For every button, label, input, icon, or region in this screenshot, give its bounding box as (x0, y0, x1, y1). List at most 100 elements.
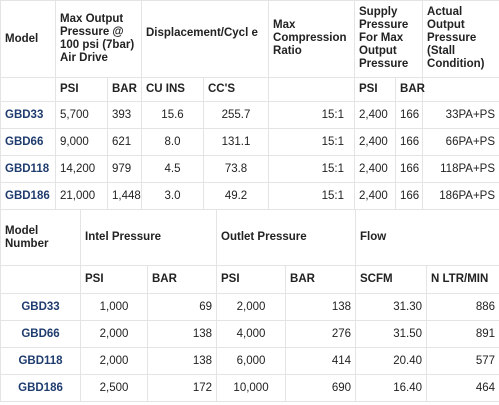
nltr-cell: 891 (426, 320, 499, 348)
inlet-psi-cell: 2,500 (80, 374, 148, 402)
model-cell: GBD66 (0, 128, 56, 156)
table-row: GBD186 21,000 1,448 3.0 49.2 15:1 2,400 … (0, 182, 499, 210)
inlet-bar-cell: 172 (146, 374, 218, 402)
outlet-psi-cell: 6,000 (216, 347, 287, 375)
ratio-cell: 15:1 (268, 128, 356, 156)
cu-ins-cell: 3.0 (141, 182, 204, 210)
model-cell: GBD118 (0, 347, 81, 375)
model-header: Model (0, 0, 56, 78)
cu-ins-cell: 4.5 (141, 155, 204, 183)
header-row: Model Number Intel Pressure Outlet Press… (0, 209, 499, 266)
actual-cell: 33PA+PS (422, 101, 499, 129)
supply-bar-cell: 166 (395, 101, 424, 129)
scfm-cell: 20.40 (355, 347, 428, 375)
psi-cell: 14,200 (55, 155, 108, 183)
flow-spec-table: Model Number Intel Pressure Outlet Press… (0, 209, 499, 402)
inlet-psi-cell: 2,000 (80, 320, 148, 348)
subheader-inlet-psi: PSI (80, 265, 148, 294)
supply-psi-cell: 2,400 (354, 101, 397, 129)
actual-header: Actual Output Pressure (Stall Condition) (422, 0, 499, 78)
inlet-bar-cell: 69 (146, 293, 218, 321)
supply-psi-cell: 2,400 (354, 182, 397, 210)
supply-psi-cell: 2,400 (354, 128, 397, 156)
actual-cell: 118PA+PS (422, 155, 499, 183)
cu-ins-cell: 8.0 (141, 128, 204, 156)
bar-cell: 621 (107, 128, 142, 156)
ratio-cell: 15:1 (268, 155, 356, 183)
supply-bar-cell: 166 (395, 182, 424, 210)
nltr-cell: 464 (426, 374, 499, 402)
bar-cell: 979 (107, 155, 142, 183)
inlet-pressure-header: Intel Pressure (79, 209, 218, 266)
ratio-cell: 15:1 (268, 101, 356, 129)
table-row: GBD186 2,500 172 10,000 690 16.40 464 (0, 374, 499, 402)
nltr-cell: 886 (426, 293, 499, 321)
ccs-cell: 73.8 (202, 155, 270, 183)
supply-bar-cell: 166 (395, 128, 424, 156)
supply-bar-cell: 166 (395, 155, 424, 183)
supply-header: Supply Pressure For Max Output Pressure (354, 0, 424, 78)
outlet-psi-cell: 2,000 (216, 293, 287, 321)
subheader-scfm: SCFM (355, 265, 428, 294)
subheader-ccs: CC'S (202, 77, 270, 102)
table-row: GBD66 9,000 621 8.0 131.1 15:1 2,400 166… (0, 128, 499, 156)
cu-ins-cell: 15.6 (141, 101, 204, 129)
outlet-bar-cell: 690 (285, 374, 357, 402)
subheader-bar: BAR (107, 77, 142, 102)
empty-cell (0, 77, 56, 102)
flow-header: Flow (355, 209, 499, 266)
outlet-bar-cell: 276 (285, 320, 357, 348)
ccs-cell: 131.1 (202, 128, 270, 156)
subheader-supply-bar: BAR (395, 77, 425, 102)
empty-cell (422, 77, 499, 102)
subheader-cu-ins: CU INS (141, 77, 204, 102)
bar-cell: 393 (107, 101, 142, 129)
subheader-row: PSI BAR PSI BAR SCFM N LTR/MIN (0, 265, 499, 294)
psi-cell: 9,000 (55, 128, 108, 156)
model-cell: GBD66 (0, 320, 81, 348)
model-cell: GBD118 (0, 155, 56, 183)
subheader-outlet-psi: PSI (216, 265, 287, 294)
pump-spec-table: Model Max Output Pressure @ 100 psi (7ba… (0, 0, 499, 210)
subheader-row: PSI BAR CU INS CC'S PSI BAR (0, 77, 499, 102)
displacement-header: Displacement/Cycl e (140, 0, 270, 78)
outlet-bar-cell: 138 (285, 293, 357, 321)
subheader-outlet-bar: BAR (285, 265, 357, 294)
outlet-psi-cell: 4,000 (216, 320, 287, 348)
model-cell: GBD33 (0, 101, 56, 129)
empty-cell (0, 265, 81, 294)
ratio-cell: 15:1 (268, 182, 356, 210)
table-row: GBD66 2,000 138 4,000 276 31.50 891 (0, 320, 499, 348)
actual-cell: 66PA+PS (422, 128, 499, 156)
supply-psi-cell: 2,400 (354, 155, 397, 183)
inlet-psi-cell: 1,000 (80, 293, 148, 321)
subheader-supply-psi: PSI (354, 77, 397, 102)
header-row: Model Max Output Pressure @ 100 psi (7ba… (0, 0, 499, 78)
model-cell: GBD33 (0, 293, 81, 321)
inlet-psi-cell: 2,000 (80, 347, 148, 375)
outlet-bar-cell: 414 (285, 347, 357, 375)
model-cell: GBD186 (0, 182, 56, 210)
subheader-psi: PSI (55, 77, 108, 102)
ccs-cell: 49.2 (202, 182, 270, 210)
table-row: GBD33 5,700 393 15.6 255.7 15:1 2,400 16… (0, 101, 499, 129)
scfm-cell: 31.50 (355, 320, 428, 348)
table-row: GBD33 1,000 69 2,000 138 31.30 886 (0, 293, 499, 321)
scfm-cell: 31.30 (355, 293, 428, 321)
psi-cell: 5,700 (55, 101, 108, 129)
model-number-header: Model Number (0, 209, 81, 266)
subheader-nltr: N LTR/MIN (426, 265, 499, 294)
table-row: GBD118 2,000 138 6,000 414 20.40 577 (0, 347, 499, 375)
max-output-header: Max Output Pressure @ 100 psi (7bar) Air… (55, 0, 142, 78)
model-cell: GBD186 (0, 374, 81, 402)
nltr-cell: 577 (426, 347, 499, 375)
inlet-bar-cell: 138 (146, 320, 218, 348)
bar-cell: 1,448 (107, 182, 142, 210)
outlet-psi-cell: 10,000 (216, 374, 287, 402)
ccs-cell: 255.7 (202, 101, 270, 129)
table-row: GBD118 14,200 979 4.5 73.8 15:1 2,400 16… (0, 155, 499, 183)
empty-cell (268, 77, 356, 102)
scfm-cell: 16.40 (355, 374, 428, 402)
psi-cell: 21,000 (55, 182, 108, 210)
subheader-inlet-bar: BAR (146, 265, 218, 294)
